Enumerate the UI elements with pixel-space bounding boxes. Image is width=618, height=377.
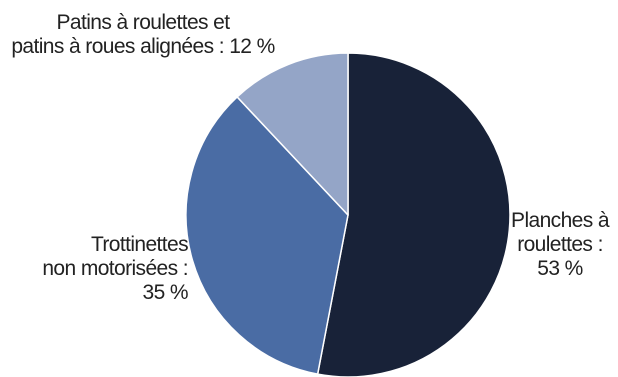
- slice-label-trottinettes: Trottinettes non motorisées : 35 %: [24, 233, 188, 305]
- slice-label-trottinettes-line-2: non motorisées :: [24, 257, 188, 281]
- slice-label-planches-line-2: roulettes :: [504, 233, 616, 257]
- slice-label-patins-line-2: patins à roues alignées : 12 %: [8, 35, 278, 59]
- slice-label-planches-line-1: Planches à: [504, 209, 616, 233]
- slice-label-patins-line-1: Patins à roulettes et: [8, 11, 278, 35]
- slice-label-patins: Patins à roulettes et patins à roues ali…: [8, 11, 278, 59]
- slice-label-planches-line-3: 53 %: [504, 257, 616, 281]
- slice-label-trottinettes-line-3: 35 %: [24, 281, 188, 305]
- slice-label-trottinettes-line-1: Trottinettes: [24, 233, 188, 257]
- slice-label-planches: Planches à roulettes : 53 %: [504, 209, 616, 281]
